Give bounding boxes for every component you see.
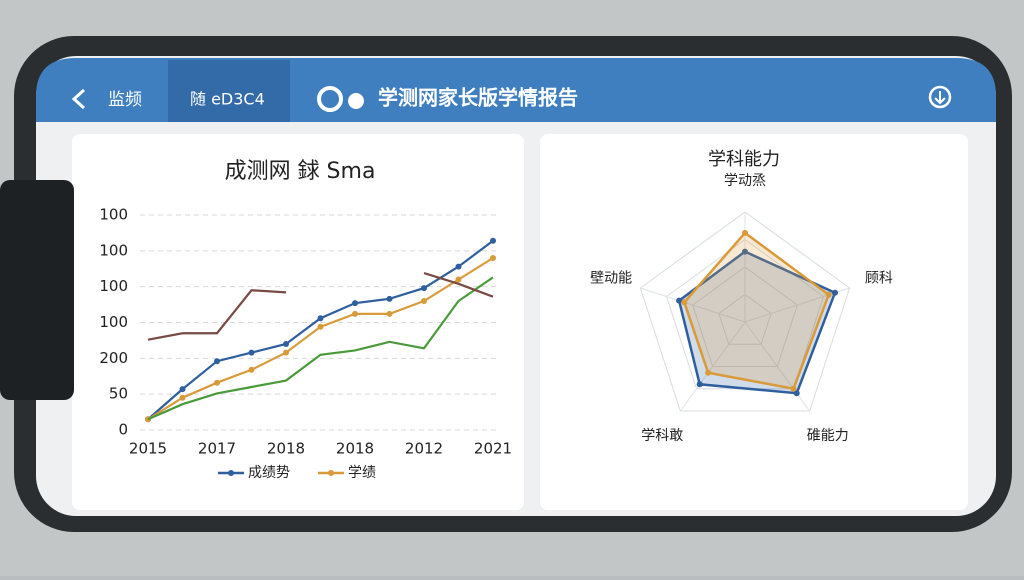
data-point [696,381,703,388]
y-tick-label: 100 [99,241,128,259]
y-tick-label: 100 [99,206,128,224]
x-tick-label: 2012 [405,440,443,458]
download-button[interactable] [928,85,952,109]
data-point [421,298,427,304]
x-tick-label: 2015 [129,440,167,458]
data-point [490,237,496,244]
series-line [147,276,494,421]
camera-notch [0,180,74,400]
x-tick-label: 2018 [267,440,305,458]
data-point [681,299,688,306]
radar-chart-title: 学科能力 [708,149,780,170]
axis-spoke [679,321,746,412]
y-tick-label: 200 [99,349,128,367]
tab-label[interactable]: 随 eD3C4 [190,90,265,109]
logo-dot [348,93,364,109]
radar-card [540,134,968,510]
axis-spoke [744,321,811,412]
axis-label: 学动烝 [724,173,766,189]
download-icon[interactable] [934,91,946,105]
back-icon[interactable] [71,88,86,110]
series-line [147,289,287,341]
axis-label: 碓能力 [807,428,849,444]
data-point [490,255,496,261]
data-point [676,297,683,304]
data-point [248,366,255,373]
data-point [352,300,358,307]
data-point [317,323,324,330]
x-tick-label: 2021 [474,440,512,458]
data-point [455,276,462,283]
data-point [386,310,393,317]
data-point [283,341,289,347]
data-point [248,349,255,356]
data-point [386,295,393,302]
data-point [179,386,186,393]
series-line [423,271,494,298]
axis-spoke [640,287,746,323]
radar-area [682,231,831,391]
data-point [317,315,324,322]
line-chart-title: 成测网 銶 Sma [225,159,376,184]
legend-dot [228,470,234,476]
y-tick-label: 50 [109,385,128,403]
y-tick-label: 100 [99,277,128,295]
data-point [825,291,832,298]
axis-label: 学科敢 [641,428,683,444]
radar-area [677,250,837,395]
y-tick-label: 0 [118,421,128,439]
data-point [705,369,712,376]
data-point [455,263,462,270]
grid-ring [692,266,798,367]
y-tick-label: 100 [99,313,128,331]
grid-ring [718,293,772,345]
data-point [421,285,427,292]
data-point [352,310,358,317]
legend-dot [328,470,334,476]
grid-ring [639,211,851,412]
legend-label: 成绩势 [248,465,290,481]
legend-label: 学绩 [348,465,376,481]
data-point [742,229,748,236]
axis-label: 顾科 [865,270,893,286]
data-point [283,349,289,356]
data-point [214,379,220,386]
data-point [214,358,220,365]
data-point [742,248,748,255]
app-title: 学测网家长版学情报告 [378,86,578,110]
data-point [790,385,797,392]
data-point [793,390,800,397]
logo [317,86,343,112]
x-tick-label: 2017 [198,440,236,458]
tab-active[interactable] [168,60,290,122]
back-label[interactable]: 监频 [108,90,142,110]
data-point [831,289,838,296]
data-point [179,394,186,401]
axis-label: 壁动能 [590,270,632,286]
x-tick-label: 2018 [336,440,374,458]
